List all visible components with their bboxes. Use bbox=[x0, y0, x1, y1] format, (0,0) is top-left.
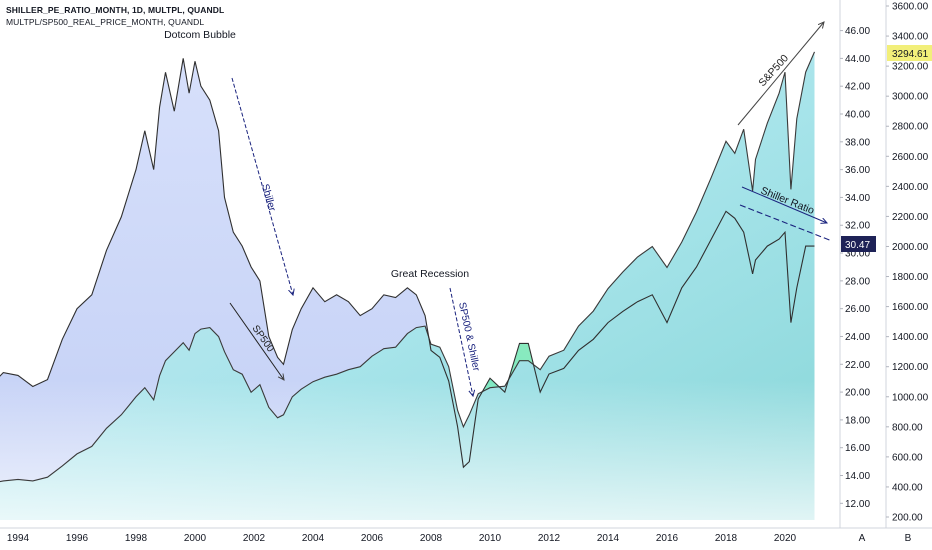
x-tick-label: 2010 bbox=[479, 533, 502, 544]
shiller-tick-label: 12.00 bbox=[845, 499, 870, 510]
shiller-tick-label: 24.00 bbox=[845, 332, 870, 343]
annotation-shiller-arrow bbox=[231, 77, 293, 295]
x-tick-label: 1998 bbox=[125, 533, 148, 544]
sp500-tick-label: 800.00 bbox=[892, 422, 923, 433]
shiller-tick-label: 34.00 bbox=[845, 193, 870, 204]
shiller-tick-label: 46.00 bbox=[845, 26, 870, 37]
x-tick-label: 2002 bbox=[243, 533, 266, 544]
shiller-tick-label: 18.00 bbox=[845, 415, 870, 426]
x-tick-label: 2000 bbox=[184, 533, 207, 544]
x-tick-label: 2008 bbox=[420, 533, 443, 544]
annotation-shiller-ratio-arrow bbox=[741, 186, 827, 223]
annotation-shiller: Shiller bbox=[259, 183, 277, 213]
sp500-line bbox=[0, 51, 816, 483]
x-tick-label: 2004 bbox=[302, 533, 325, 544]
x-axis[interactable]: 1994 1996 1998 2000 2002 2004 2006 2008 2010 2012… bbox=[7, 533, 797, 544]
scale-b-button[interactable]: B bbox=[905, 533, 912, 544]
annotation-sp500-arrow bbox=[229, 302, 284, 380]
shiller-line bbox=[0, 58, 815, 469]
sp500-tick-label: 3400.00 bbox=[892, 32, 929, 43]
sp500-tick-label: 1400.00 bbox=[892, 332, 929, 343]
sp500-tick-label: 1800.00 bbox=[892, 272, 929, 283]
x-tick-label: 2014 bbox=[597, 533, 620, 544]
sp500-last-value: 3294.61 bbox=[892, 49, 929, 60]
legend-series-1[interactable]: SHILLER_PE_RATIO_MONTH, 1D, MULTPL, QUAN… bbox=[6, 5, 225, 15]
sp500-last-value-badge: 3294.61 bbox=[887, 45, 932, 61]
annotation-sp500-shiller-arrow bbox=[449, 287, 473, 396]
shiller-tick-label: 32.00 bbox=[845, 221, 870, 232]
sp500-tick-label: 3200.00 bbox=[892, 62, 929, 73]
x-tick-label: 2012 bbox=[538, 533, 561, 544]
bottom-fade bbox=[0, 380, 840, 520]
sp500-tick-label: 1000.00 bbox=[892, 392, 929, 403]
x-tick-label: 1996 bbox=[66, 533, 89, 544]
auto-scale-button[interactable]: A bbox=[859, 533, 866, 544]
shiller-tick-label: 30.00 bbox=[845, 249, 870, 260]
sp500-tick-label: 3000.00 bbox=[892, 92, 929, 103]
shiller-tick-label: 44.00 bbox=[845, 54, 870, 65]
shiller-tick-label: 20.00 bbox=[845, 388, 870, 399]
x-tick-label: 2018 bbox=[715, 533, 738, 544]
shiller-tick-label: 26.00 bbox=[845, 304, 870, 315]
x-tick-label: 2016 bbox=[656, 533, 679, 544]
shiller-last-value: 30.47 bbox=[845, 240, 870, 251]
sp500-tick-label: 400.00 bbox=[892, 482, 923, 493]
x-tick-label: 1994 bbox=[7, 533, 30, 544]
x-tick-label: 2020 bbox=[774, 533, 797, 544]
shiller-tick-label: 22.00 bbox=[845, 360, 870, 371]
annotation-dotcom-bubble: Dotcom Bubble bbox=[164, 29, 236, 41]
shiller-tick-label: 36.00 bbox=[845, 165, 870, 176]
sp500-tick-label: 600.00 bbox=[892, 452, 923, 463]
shiller-tick-label: 40.00 bbox=[845, 110, 870, 121]
sp500-tick-label: 1200.00 bbox=[892, 362, 929, 373]
sp500-tick-label: 2600.00 bbox=[892, 152, 929, 163]
sp500-tick-label: 3600.00 bbox=[892, 2, 929, 13]
annotation-shiller-ratio-trendline bbox=[739, 204, 833, 242]
sp500-tick-label: 2800.00 bbox=[892, 122, 929, 133]
sp500-tick-label: 1600.00 bbox=[892, 302, 929, 313]
shiller-tick-label: 14.00 bbox=[845, 471, 870, 482]
shiller-tick-label: 42.00 bbox=[845, 82, 870, 93]
sp500-tick-label: 2400.00 bbox=[892, 182, 929, 193]
shiller-last-value-badge: 30.47 bbox=[841, 236, 876, 252]
sp500-tick-label: 2200.00 bbox=[892, 212, 929, 223]
plot-area bbox=[0, 51, 840, 520]
shiller-tick-label: 28.00 bbox=[845, 276, 870, 287]
sp500-tick-label: 200.00 bbox=[892, 512, 923, 523]
legend-series-2[interactable]: MULTPL/SP500_REAL_PRICE_MONTH, QUANDL bbox=[6, 17, 205, 27]
sp500-tick-label: 2000.00 bbox=[892, 242, 929, 253]
x-tick-label: 2006 bbox=[361, 533, 384, 544]
sp500-price-scale[interactable]: 200.00 400.00 600.00 800.00 1000.00 1200.00 14… bbox=[886, 2, 929, 524]
annotation-sp500-and-shiller: SP500 & Shiller bbox=[456, 301, 481, 372]
annotation-sp500-up-arrow bbox=[737, 22, 824, 126]
shiller-price-scale[interactable]: 12.00 14.00 16.00 18.00 20.00 22.00 24.00 26.00… bbox=[840, 26, 870, 510]
shiller-tick-label: 38.00 bbox=[845, 137, 870, 148]
shiller-tick-label: 16.00 bbox=[845, 443, 870, 454]
annotation-great-recession: Great Recession bbox=[391, 268, 469, 280]
